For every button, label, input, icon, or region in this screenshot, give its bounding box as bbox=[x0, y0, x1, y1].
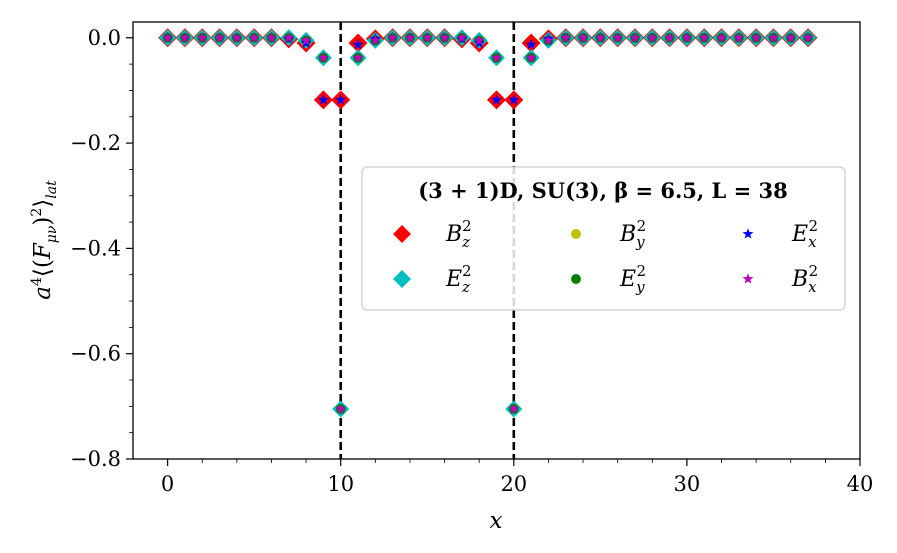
legend-entry: Ez2 bbox=[393, 262, 472, 296]
data-point bbox=[231, 32, 243, 43]
data-point bbox=[785, 32, 797, 43]
data-point bbox=[317, 52, 329, 63]
data-point bbox=[300, 34, 312, 46]
data-point bbox=[473, 34, 485, 46]
plot-frame bbox=[132, 21, 861, 460]
legend-label: Ez2 bbox=[445, 262, 472, 296]
x-tick-label: 0 bbox=[161, 472, 174, 496]
data-point bbox=[594, 32, 606, 43]
data-point bbox=[681, 32, 693, 43]
data-markers bbox=[158, 28, 818, 418]
x-tick-label: 10 bbox=[327, 472, 354, 496]
data-point bbox=[750, 32, 762, 43]
data-point bbox=[369, 34, 381, 46]
data-point bbox=[802, 32, 814, 43]
data-point bbox=[560, 32, 572, 43]
x-tick-label: 30 bbox=[674, 472, 701, 496]
data-point bbox=[646, 32, 658, 43]
x-axis-ticks: 0 10 20 30 40 bbox=[161, 459, 873, 496]
y-axis-label: a4⟨(Fμν)2⟩lat bbox=[29, 180, 60, 300]
legend-marker bbox=[571, 274, 581, 284]
data-point bbox=[716, 32, 727, 43]
data-point bbox=[352, 52, 364, 63]
y-tick-label: −0.6 bbox=[70, 342, 121, 366]
data-point bbox=[664, 32, 676, 43]
data-point bbox=[577, 32, 589, 43]
data-point bbox=[335, 94, 347, 105]
legend-marker bbox=[571, 229, 581, 239]
legend-label: Ex2 bbox=[791, 217, 818, 251]
data-point bbox=[629, 32, 641, 43]
data-point bbox=[542, 34, 554, 46]
data-point bbox=[525, 52, 537, 63]
data-point bbox=[456, 32, 468, 43]
data-point bbox=[439, 32, 451, 43]
y-tick-label: −0.4 bbox=[70, 236, 121, 260]
legend-entry: Bz2 bbox=[393, 217, 472, 251]
legend-entry: By2 bbox=[571, 217, 646, 251]
data-point bbox=[767, 32, 779, 43]
data-point bbox=[508, 94, 520, 105]
legend-label: By2 bbox=[619, 217, 646, 251]
data-point bbox=[612, 32, 624, 43]
legend-entry: Ey2 bbox=[571, 262, 646, 296]
data-point bbox=[491, 94, 502, 105]
data-point bbox=[317, 94, 329, 105]
y-tick-label: −0.8 bbox=[70, 447, 121, 471]
data-point bbox=[491, 52, 502, 63]
legend-box bbox=[361, 166, 846, 311]
data-point bbox=[248, 32, 260, 43]
data-point bbox=[266, 32, 277, 43]
data-point bbox=[698, 32, 710, 43]
legend: (3 + 1)D, SU(3), β = 6.5, L = 38 Bz2 By2 E… bbox=[361, 166, 846, 311]
data-point bbox=[387, 32, 399, 43]
series-5 bbox=[162, 32, 814, 414]
legend-label: Bz2 bbox=[445, 217, 472, 251]
data-point bbox=[335, 403, 347, 414]
y-tick-label: −0.2 bbox=[70, 131, 121, 155]
legend-title: (3 + 1)D, SU(3), β = 6.5, L = 38 bbox=[418, 178, 788, 203]
legend-label: Bx2 bbox=[791, 262, 818, 296]
data-point bbox=[214, 32, 226, 43]
data-point bbox=[179, 32, 191, 43]
data-point bbox=[283, 32, 295, 43]
x-axis-label: x bbox=[490, 508, 503, 534]
data-point bbox=[508, 403, 520, 414]
svg-text:a4⟨(Fμν)2⟩lat: a4⟨(Fμν)2⟩lat bbox=[29, 180, 60, 300]
data-point bbox=[162, 32, 174, 43]
data-point bbox=[525, 38, 537, 50]
legend-entry: Bx2 bbox=[742, 262, 818, 296]
legend-marker bbox=[393, 270, 411, 288]
legend-marker bbox=[393, 225, 411, 243]
legend-marker bbox=[742, 273, 754, 284]
legend-marker bbox=[742, 228, 754, 239]
x-tick-label: 20 bbox=[500, 472, 527, 496]
data-point bbox=[733, 32, 745, 43]
y-axis-ticks: 0.0 −0.2 −0.4 −0.6 −0.8 bbox=[70, 26, 133, 471]
data-point bbox=[421, 32, 433, 43]
y-tick-label: 0.0 bbox=[88, 26, 121, 50]
data-point bbox=[196, 32, 208, 43]
legend-label: Ey2 bbox=[619, 262, 646, 296]
data-point bbox=[352, 38, 364, 50]
data-point bbox=[404, 32, 416, 43]
legend-entry: Ex2 bbox=[742, 217, 818, 251]
x-tick-label: 40 bbox=[847, 472, 874, 496]
